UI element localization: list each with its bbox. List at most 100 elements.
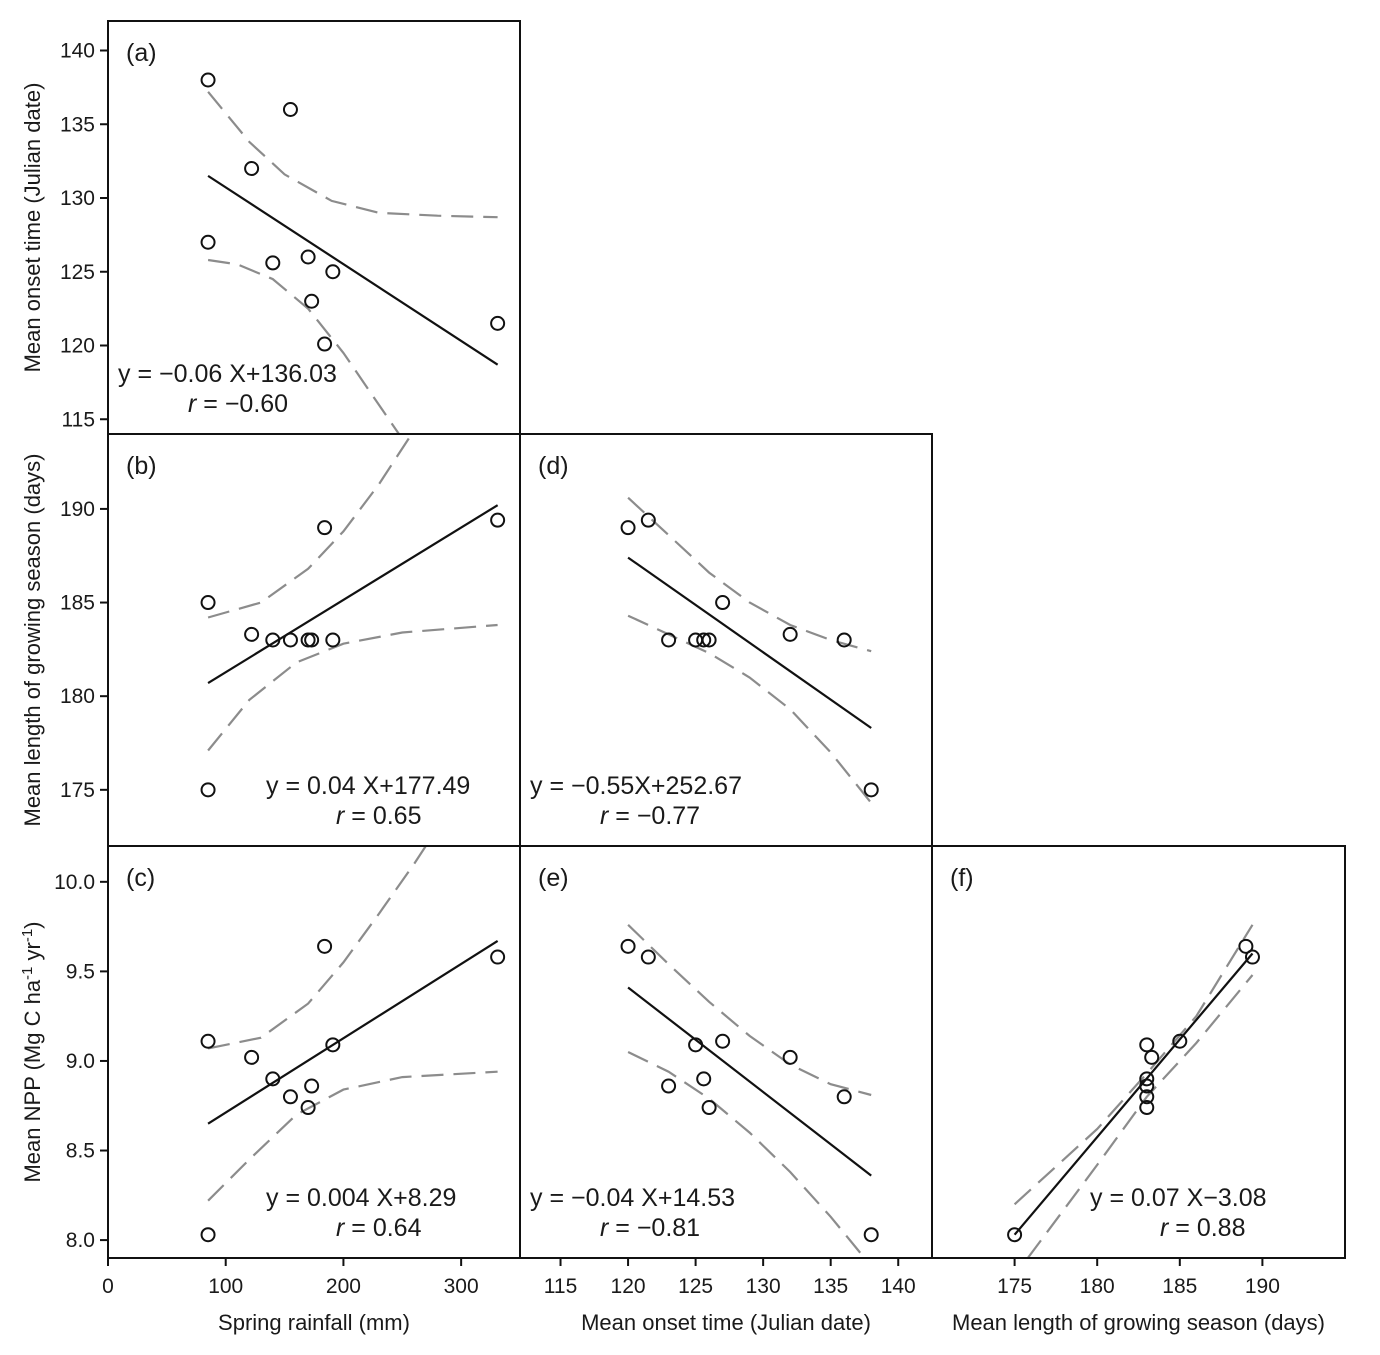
y-tick-label: 8.0 — [66, 1229, 95, 1252]
regression-equation: y = 0.07 X−3.08 — [1090, 1184, 1267, 1212]
data-point — [1244, 949, 1260, 965]
plot-area — [620, 924, 879, 1258]
y-tick-label: 10.0 — [54, 871, 95, 894]
data-point — [640, 949, 656, 965]
regression-equation: y = 0.004 X+8.29 — [266, 1184, 456, 1212]
correlation-coefficient: r = −0.81 — [600, 1214, 700, 1242]
regression-line — [1013, 952, 1254, 1236]
x-tick-label: 120 — [611, 1275, 646, 1298]
data-point — [317, 520, 333, 536]
regression-equation: y = −0.55X+252.67 — [530, 772, 742, 800]
data-point — [620, 520, 636, 536]
regression-line — [627, 556, 872, 729]
data-point — [200, 782, 216, 798]
data-point — [317, 336, 333, 352]
x-tick-label: 125 — [678, 1275, 713, 1298]
confidence-band-upper — [627, 496, 872, 653]
data-point — [1172, 1033, 1188, 1049]
confidence-band-lower — [207, 1070, 498, 1202]
data-point — [282, 1089, 298, 1105]
data-point — [304, 1078, 320, 1094]
data-point — [863, 782, 879, 798]
r-symbol: r — [188, 390, 198, 418]
y-tick-label: 140 — [60, 40, 95, 63]
y-tick-label: 180 — [60, 685, 95, 708]
data-point — [1139, 1100, 1155, 1116]
r-value: = −0.60 — [196, 390, 288, 418]
x-axis-title: Mean length of growing season (days) — [952, 1310, 1325, 1335]
data-point — [661, 632, 677, 648]
data-point — [782, 626, 798, 642]
data-point — [696, 632, 712, 648]
data-point — [300, 1100, 316, 1116]
panel-label: (d) — [538, 452, 569, 480]
y-axis-title-part: yr — [20, 942, 45, 966]
x-tick-label: 300 — [444, 1275, 479, 1298]
x-tick-label: 100 — [208, 1275, 243, 1298]
r-value: = 0.64 — [344, 1214, 421, 1242]
data-point — [244, 161, 260, 176]
data-point — [715, 595, 731, 611]
plot-area — [1007, 924, 1260, 1258]
confidence-band-upper — [207, 434, 414, 619]
data-point — [300, 249, 316, 265]
data-point — [282, 102, 298, 117]
y-tick-label: 9.0 — [66, 1050, 95, 1073]
r-symbol: r — [336, 802, 346, 830]
regression-line — [207, 174, 499, 366]
panel-c: 8.0 8.5 9.0 9.5 10.0 0 100 200 300 Spring rainfal… — [19, 845, 521, 1335]
r-symbol: r — [600, 802, 610, 830]
x-axis-title: Spring rainfall (mm) — [218, 1310, 410, 1335]
data-point — [490, 512, 506, 528]
r-symbol: r — [600, 1214, 610, 1242]
plot-area — [200, 846, 506, 1243]
data-point — [701, 632, 717, 648]
r-symbol: r — [336, 1214, 346, 1242]
data-point — [661, 1078, 677, 1094]
panel-d: (d) y = −0.55X+252.67r = −0.77 — [519, 433, 933, 847]
x-tick-label: 135 — [813, 1275, 848, 1298]
x-tick-label: 185 — [1162, 1275, 1197, 1298]
panel-frame — [931, 845, 1346, 1259]
y-axis-title: Mean onset time (Julian date) — [20, 83, 45, 373]
panel-label: (b) — [126, 452, 157, 480]
panel-label: (a) — [126, 39, 157, 67]
data-point — [282, 632, 298, 648]
correlation-coefficient: r = 0.65 — [336, 802, 421, 830]
y-tick-label: 9.5 — [66, 960, 95, 983]
regression-equation: y = −0.06 X+136.03 — [118, 360, 337, 388]
panel-label: (c) — [126, 864, 155, 892]
panel-b: 175 180 185 190 Mean length of growing seaso… — [20, 433, 521, 847]
y-tick-label: 185 — [60, 592, 95, 615]
confidence-band-lower — [627, 1051, 866, 1258]
correlation-coefficient: r = −0.60 — [188, 390, 288, 418]
data-point — [620, 938, 636, 954]
data-point — [701, 1100, 717, 1116]
regression-equation: y = −0.04 X+14.53 — [530, 1184, 735, 1212]
data-point — [1139, 1078, 1155, 1094]
x-tick-label: 180 — [1080, 1275, 1115, 1298]
confidence-band-upper — [627, 924, 872, 1097]
y-tick-label: 8.5 — [66, 1140, 95, 1163]
r-value: = −0.81 — [608, 1214, 700, 1242]
correlation-coefficient: r = 0.88 — [1160, 1214, 1245, 1242]
panel-a: 115 120 125 130 135 140 Mean onset time (Julia… — [20, 20, 521, 435]
data-point — [265, 255, 281, 271]
regression-line — [207, 504, 499, 685]
x-tick-label: 115 — [544, 1275, 577, 1298]
y-axis-title: Mean length of growing season (days) — [20, 454, 45, 827]
y-tick-label: 125 — [60, 261, 95, 284]
data-point — [836, 1089, 852, 1105]
data-point — [244, 626, 260, 642]
data-point — [325, 264, 341, 280]
data-point — [688, 1037, 704, 1053]
y-axis-title-part: ) — [20, 921, 45, 928]
plot-area — [200, 434, 506, 798]
data-point — [696, 1071, 712, 1087]
y-tick-label: 135 — [60, 113, 95, 136]
data-point — [325, 1037, 341, 1053]
data-point — [1139, 1089, 1155, 1105]
superscript: -1 — [19, 967, 36, 980]
data-point — [490, 315, 506, 331]
